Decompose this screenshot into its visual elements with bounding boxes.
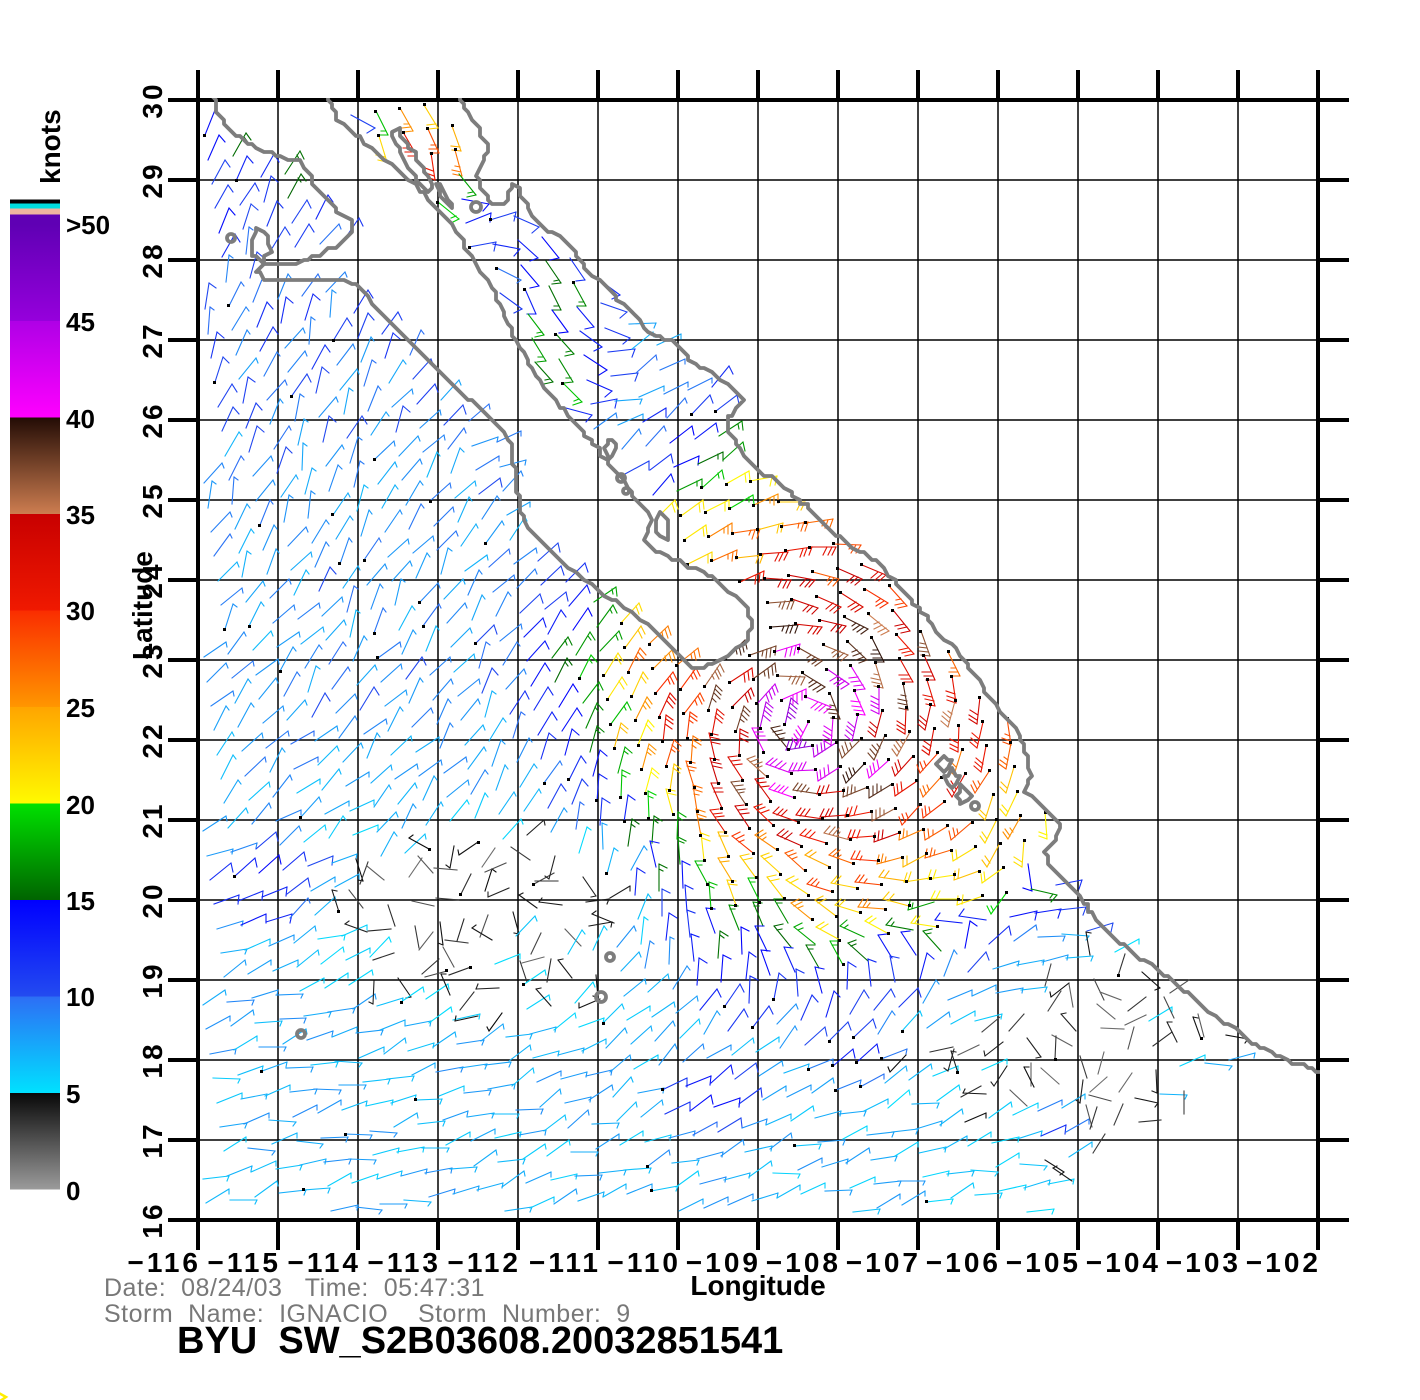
svg-text:−109: −109 bbox=[686, 1247, 761, 1278]
svg-text:−103: −103 bbox=[1166, 1247, 1241, 1278]
svg-text:15: 15 bbox=[66, 886, 95, 916]
svg-text:30: 30 bbox=[66, 596, 95, 626]
svg-text:27: 27 bbox=[137, 321, 168, 358]
svg-text:45: 45 bbox=[66, 307, 95, 337]
svg-text:16: 16 bbox=[137, 1201, 168, 1238]
svg-text:−112: −112 bbox=[447, 1247, 521, 1278]
svg-text:26: 26 bbox=[137, 401, 168, 438]
svg-text:17: 17 bbox=[137, 1121, 168, 1158]
svg-text:−115: −115 bbox=[207, 1247, 281, 1278]
svg-text:40: 40 bbox=[66, 404, 95, 434]
svg-text:−107: −107 bbox=[846, 1247, 921, 1278]
svg-text:24: 24 bbox=[137, 561, 168, 598]
svg-text:20: 20 bbox=[66, 790, 95, 820]
svg-text:BYU SW_S2B03608.20032851541: BYU SW_S2B03608.20032851541 bbox=[177, 1320, 783, 1362]
svg-text:25: 25 bbox=[66, 693, 95, 723]
svg-text:30: 30 bbox=[137, 81, 168, 118]
svg-text:29: 29 bbox=[137, 161, 168, 198]
svg-text:−105: −105 bbox=[1006, 1247, 1081, 1278]
svg-text:knots: knots bbox=[35, 109, 66, 184]
svg-text:Storm Name: IGNACIO Storm: Storm Name: IGNACIO Storm Number: 9 bbox=[104, 1300, 631, 1328]
svg-text:22: 22 bbox=[137, 721, 168, 758]
svg-text:35: 35 bbox=[66, 500, 95, 530]
svg-text:−116: −116 bbox=[127, 1247, 201, 1278]
svg-text:−108: −108 bbox=[766, 1247, 841, 1278]
svg-text:28: 28 bbox=[137, 241, 168, 278]
svg-text:−113: −113 bbox=[367, 1247, 441, 1278]
svg-text:21: 21 bbox=[137, 801, 168, 838]
svg-text:>50: >50 bbox=[66, 210, 110, 240]
svg-text:−104: −104 bbox=[1086, 1247, 1161, 1278]
svg-text:Longitude: Longitude bbox=[690, 1270, 825, 1301]
svg-text:10: 10 bbox=[66, 982, 95, 1012]
svg-text:18: 18 bbox=[137, 1041, 168, 1078]
svg-text:5: 5 bbox=[66, 1079, 80, 1109]
svg-text:−106: −106 bbox=[926, 1247, 1001, 1278]
svg-text:23: 23 bbox=[137, 641, 168, 678]
svg-text:19: 19 bbox=[137, 961, 168, 998]
svg-text:−114: −114 bbox=[287, 1247, 361, 1278]
svg-text:0: 0 bbox=[66, 1176, 80, 1206]
svg-text:Latitude: Latitude bbox=[127, 551, 158, 660]
svg-text:−110: −110 bbox=[607, 1247, 681, 1278]
svg-text:20: 20 bbox=[137, 881, 168, 918]
svg-text:Date: 08/24/03 Time: 05:47: Date: 08/24/03 Time: 05:47:31 bbox=[104, 1274, 485, 1302]
svg-text:−111: −111 bbox=[529, 1247, 601, 1278]
svg-text:−102: −102 bbox=[1246, 1247, 1321, 1278]
svg-text:25: 25 bbox=[137, 481, 168, 518]
